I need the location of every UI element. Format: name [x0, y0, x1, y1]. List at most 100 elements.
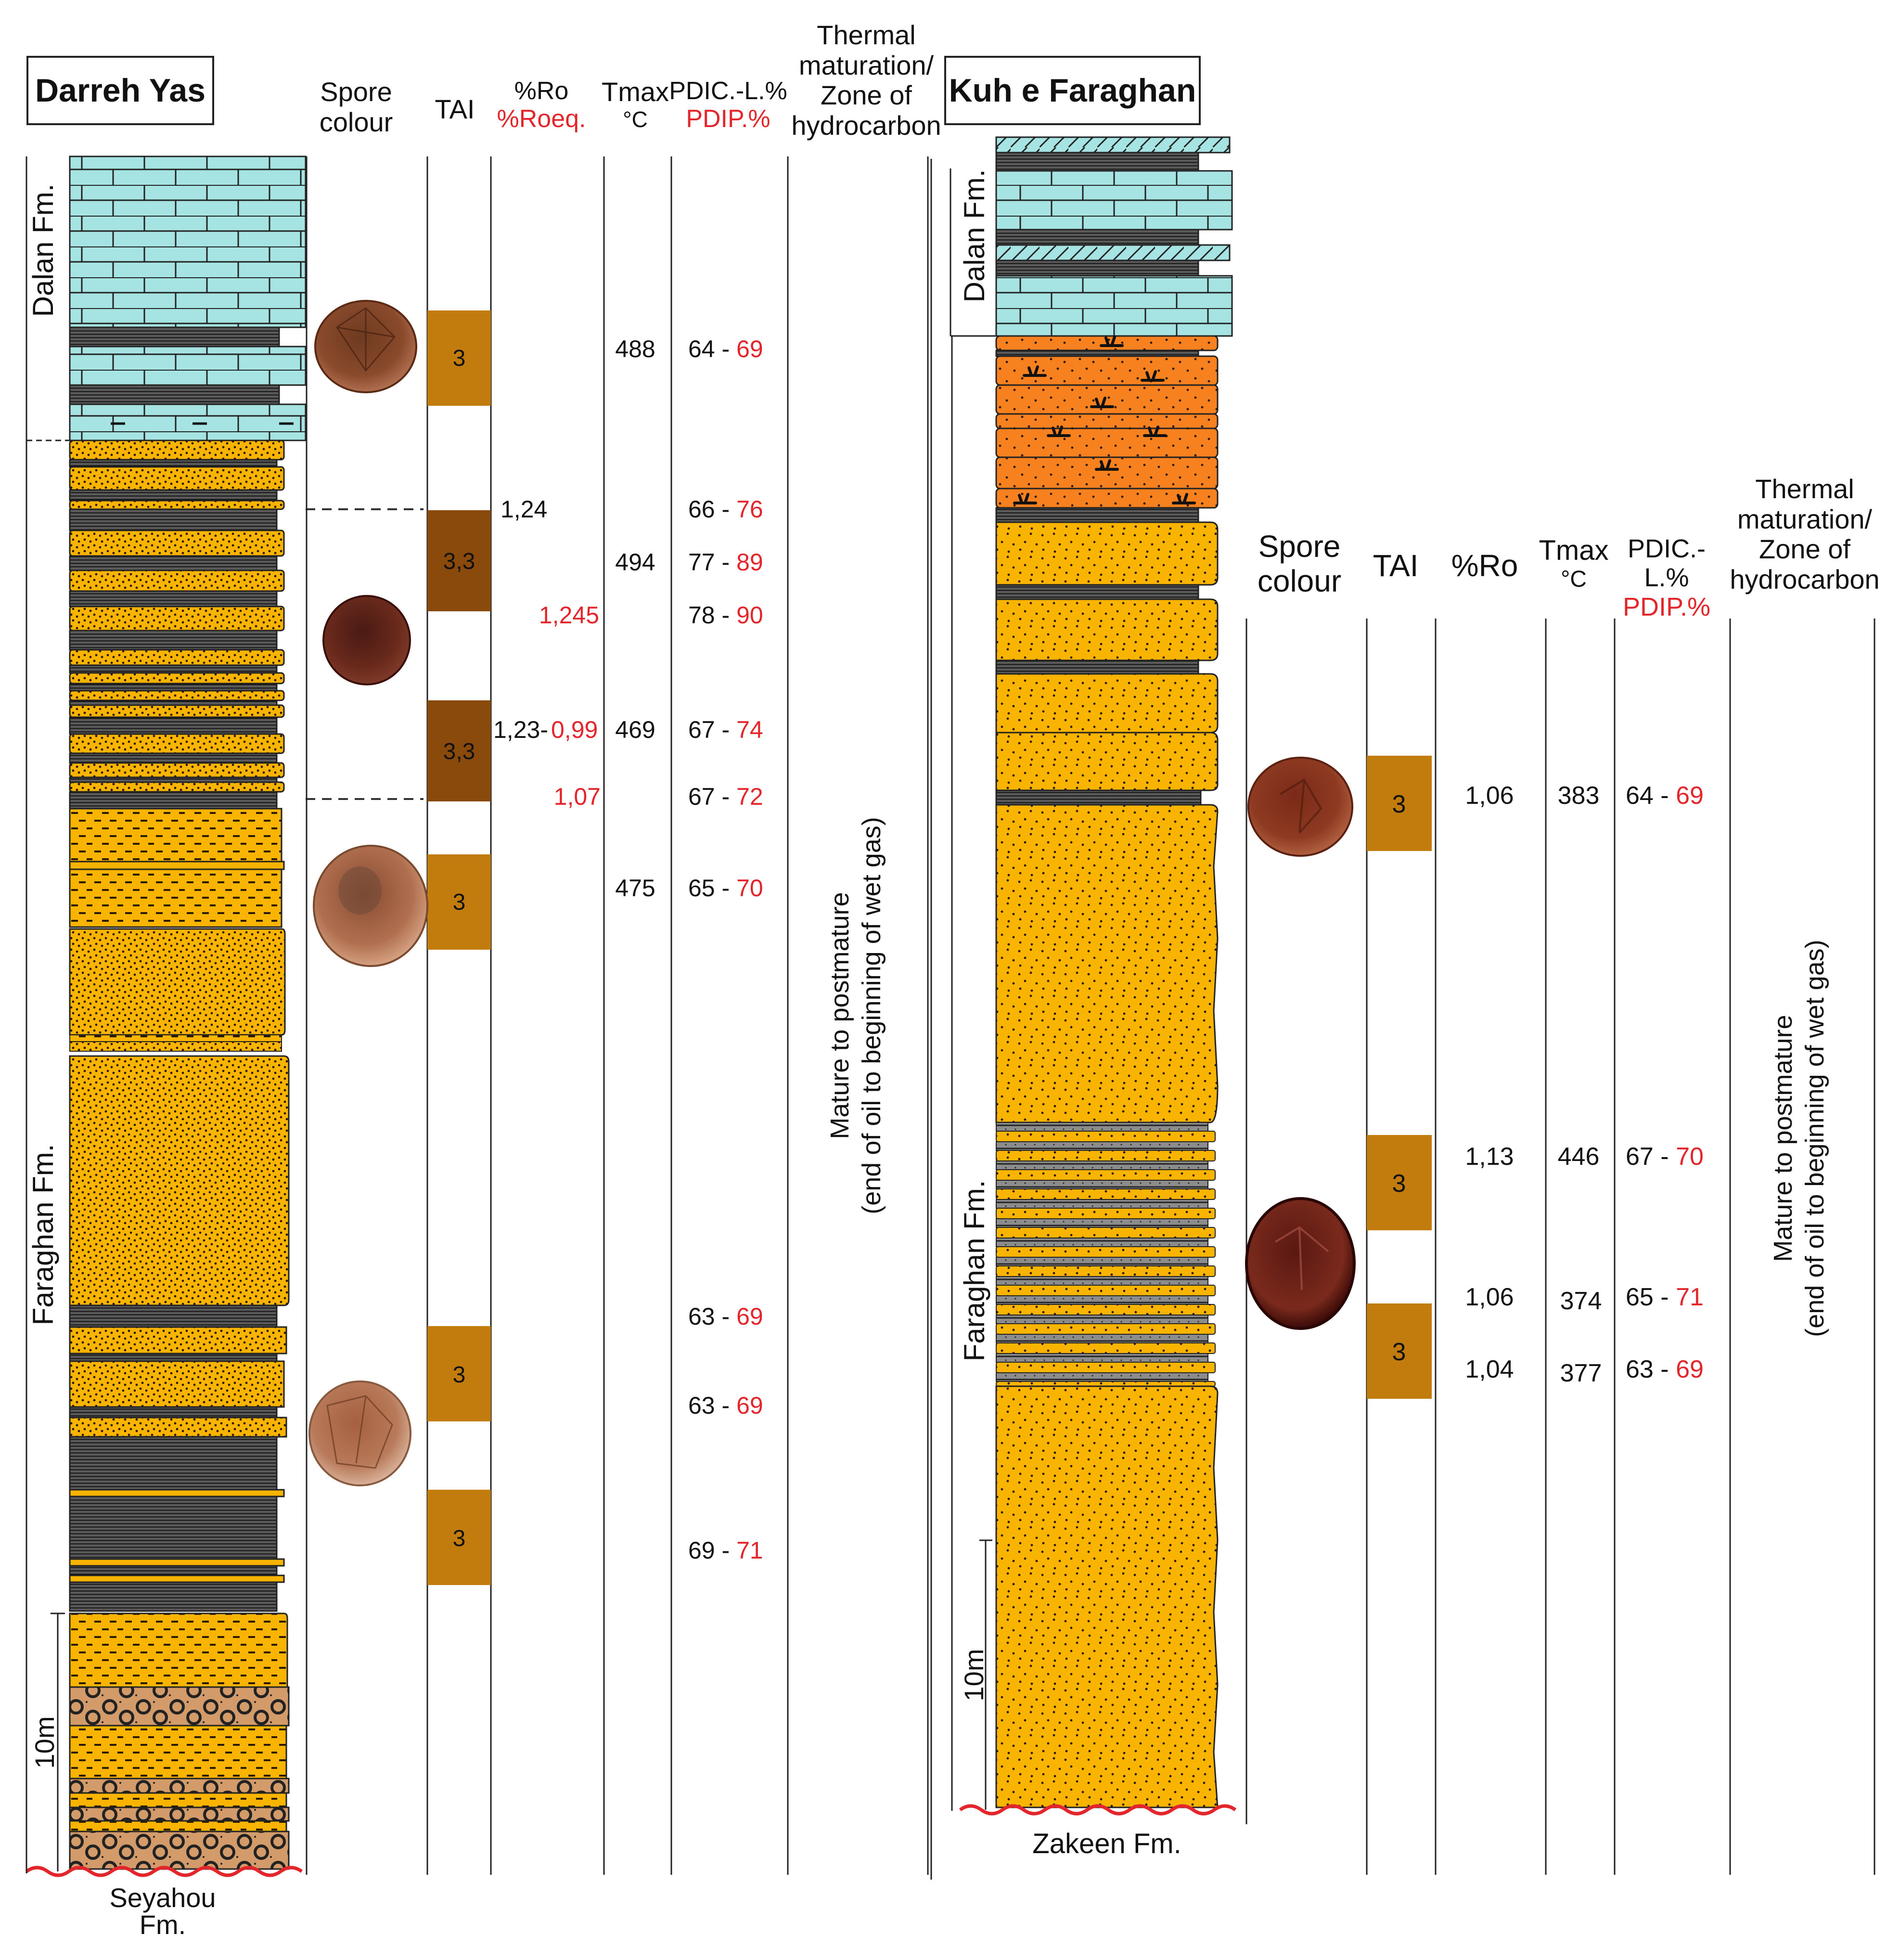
- sandstone-bed: [69, 1792, 287, 1808]
- spore-header-line: colour: [319, 106, 393, 137]
- thermal-header-line: maturation/: [798, 50, 934, 80]
- sandstone-bed: [996, 1285, 1216, 1296]
- silty-sand-bed: [69, 1034, 282, 1042]
- kuh-pdi-header: PDIC.-L.% PDIP.%: [1606, 534, 1727, 621]
- darreh-tmax-header: Tmax °C: [599, 77, 671, 132]
- pdi-value: 78 - 90: [688, 602, 763, 629]
- pdi-value: 64 - 69: [1626, 782, 1704, 810]
- conglomerate-bed: [69, 1831, 290, 1870]
- kuh-spores: [1245, 757, 1356, 1330]
- shale-bed: [69, 1496, 278, 1560]
- pdi-value: 64 - 69: [688, 335, 763, 362]
- sandstone-bed: [69, 1612, 288, 1688]
- limestone-bed: [69, 403, 307, 441]
- ro-eq-value: 1,07: [554, 783, 601, 810]
- tmax-value: 377: [1560, 1359, 1602, 1387]
- pdi-value: 77 - 89: [688, 549, 763, 576]
- darreh-spore-header: Spore colour: [301, 77, 411, 137]
- tai-box: [427, 310, 491, 406]
- pdi-value: 63 - 69: [1626, 1355, 1704, 1383]
- shale-bed: [69, 1436, 278, 1491]
- grey-shale-bed: [996, 1315, 1208, 1324]
- root-trace-mark: [1090, 397, 1114, 408]
- darreh-ro-header: %Ro %Roeq.: [488, 77, 594, 133]
- limestone-bed: [995, 275, 1233, 337]
- darreh-seyahou-fm-label: Fm.: [140, 1909, 186, 1940]
- root-trace-mark: [1047, 426, 1071, 437]
- red-bed: [995, 413, 1219, 429]
- pdi-cl-header-label: PDIC.-L.%: [669, 77, 787, 105]
- tmax-unit-label: °C: [1561, 566, 1587, 592]
- unconformity-line: [959, 1804, 1237, 1816]
- thermal-header-line: Thermal: [1755, 474, 1854, 504]
- sandstone-bed: [69, 439, 285, 461]
- sandstone-bed: [996, 1304, 1216, 1315]
- pdi-value: 67 - 70: [1626, 1143, 1704, 1171]
- conglomerate-bed: [69, 1686, 290, 1727]
- grey-shale-bed: [996, 1141, 1208, 1151]
- shale-bed: [995, 152, 1199, 172]
- shale-bed: [69, 508, 278, 531]
- tmax-value: 475: [615, 875, 655, 902]
- shale-bed: [69, 630, 278, 651]
- spore-header-line: Spore: [1258, 529, 1341, 564]
- sand-stringer: [69, 1489, 285, 1497]
- sandstone-bed: [996, 1131, 1216, 1142]
- dolomite-bed: [995, 136, 1231, 154]
- shale-bed: [69, 555, 278, 571]
- shale-bed: [69, 489, 278, 502]
- kuh-zakeen-label: Zakeen Fm.: [1032, 1828, 1181, 1859]
- ro-value: 1,24: [501, 496, 547, 523]
- sand-stringer: [69, 1558, 285, 1567]
- sandstone-bed: [69, 569, 285, 592]
- shale-bed: [69, 1581, 278, 1612]
- tai-box: [427, 854, 491, 950]
- silty-sand-bed: [69, 808, 282, 863]
- grey-shale-bed: [996, 1334, 1208, 1343]
- sandstone-bed: [996, 1169, 1216, 1181]
- darreh-faraghan-label: Faraghan Fm.: [27, 1144, 59, 1326]
- sandstone-bed: [69, 1360, 285, 1408]
- sandstone-bed: [69, 529, 285, 557]
- grey-shale-bed: [996, 1276, 1208, 1286]
- ro-value: 1,06: [1465, 1283, 1514, 1311]
- limestone-bed: [995, 170, 1233, 231]
- svg-text:(end of oil to beginning of we: (end of oil to beginning of wet gas): [1800, 940, 1829, 1337]
- grey-shale-bed: [996, 1238, 1208, 1247]
- shale-bed: [69, 664, 278, 674]
- shale-bed: [69, 459, 278, 468]
- conglomerate-bed: [69, 1778, 290, 1794]
- sandstone-bed: [69, 1326, 287, 1354]
- darreh-yas-title: Darreh Yas: [35, 72, 206, 109]
- ro-eq-value: 1,245: [539, 602, 599, 629]
- kuh-spore-header: Spore colour: [1242, 529, 1357, 598]
- grey-shale-sand-alternation: [996, 1122, 1216, 1387]
- grey-shale-bed: [996, 1372, 1208, 1382]
- sandstone-bed: [69, 690, 285, 701]
- sandstone-bed: [69, 466, 285, 491]
- sandstone-bed: [69, 733, 285, 754]
- root-trace-mark: [1095, 459, 1119, 471]
- tmax-value: 469: [615, 716, 655, 743]
- thermal-header-line: maturation/: [1737, 503, 1873, 534]
- tmax-value: 446: [1558, 1143, 1600, 1171]
- tai-value: 3: [453, 890, 466, 915]
- kuh-pdi-values: 64 - 69 67 - 70 65 - 71 63 - 69: [1626, 782, 1704, 1383]
- tai-box: [1367, 1135, 1432, 1230]
- tai-box: [427, 700, 491, 801]
- pdi-value: 65 - 70: [688, 875, 763, 902]
- sand-stringer: [69, 861, 285, 870]
- darreh-zone-label: Mature to postmature (end of oil to begi…: [825, 817, 886, 1214]
- svg-text:Mature to postmature: Mature to postmature: [825, 892, 854, 1139]
- ro-eq-header-label: %Roeq.: [497, 105, 586, 133]
- sand-stringer: [69, 1574, 285, 1583]
- thermal-header-line: Thermal: [817, 20, 916, 50]
- shale-bed: [69, 590, 278, 607]
- darreh-seyahou-label: Seyahou: [109, 1883, 216, 1913]
- darreh-pdi-header: PDIC.-L.% PDIP.%: [668, 77, 788, 133]
- sandstone-bed: [69, 606, 285, 632]
- shale-bed: [995, 507, 1199, 523]
- grey-shale-bed: [996, 1199, 1208, 1209]
- tai-value: 3: [453, 346, 466, 371]
